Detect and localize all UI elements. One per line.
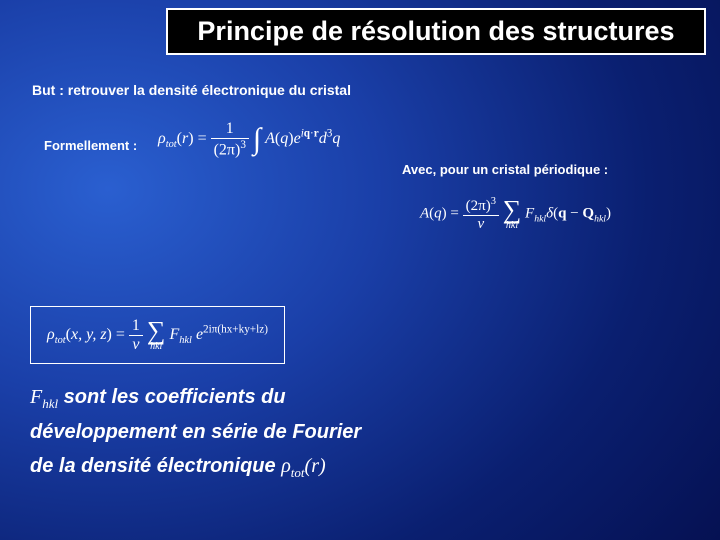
sigma: ∑ [503, 198, 522, 221]
e3: e [196, 326, 203, 343]
fourier-line1: sont les coefficients du [58, 386, 285, 408]
F2-sub: hkl [534, 213, 546, 224]
minus: − [566, 205, 582, 221]
fourier-text: Fhkl sont les coefficients du développem… [30, 380, 440, 484]
A2-arg: q [434, 205, 442, 221]
sigma3: ∑ [147, 319, 166, 342]
integral: ∫ [253, 122, 261, 155]
equation-rho-integral: ρtot(r) = 1 (2π)3 ∫ A(q)eiq·rd3q [158, 120, 340, 159]
goal-text: But : retrouver la densité électronique … [32, 82, 351, 98]
Q-sub: hkl [594, 213, 606, 224]
slide-title: Principe de résolution des structures [197, 16, 674, 46]
fourier-line3a: de la densité électronique [30, 455, 281, 477]
d-var: q [332, 130, 340, 147]
delta: δ [546, 205, 553, 221]
fourier-line2: développement en série de Fourier [30, 421, 361, 443]
A-arg: q [280, 130, 288, 147]
rho4-sub: tot [291, 465, 305, 480]
exp3: 2iπ(hx+ky+lz) [203, 323, 268, 335]
rho-symbol: ρ [158, 130, 166, 147]
frac2-num: (2π)3 [463, 196, 499, 216]
rho-arg: r [182, 130, 188, 147]
frac-num: 1 [211, 120, 249, 139]
rho3-sub: tot [55, 335, 66, 346]
rho4-arg: r [311, 455, 319, 477]
F3: F [169, 326, 179, 343]
rho-sub: tot [166, 139, 177, 150]
F4: F [30, 386, 42, 408]
fraction: 1 (2π)3 [211, 120, 249, 159]
rho3: ρ [47, 326, 55, 343]
rho3-args: x, y, z [71, 326, 107, 343]
exp-e: e [294, 130, 301, 147]
sum2: ∑ hkl [503, 198, 522, 230]
fraction2: (2π)3 v [463, 196, 499, 232]
Q: Q [582, 205, 594, 221]
slide-title-box: Principe de résolution des structures [166, 8, 706, 55]
F2: F [525, 205, 534, 221]
formally-label: Formellement : [44, 138, 137, 153]
with-label: Avec, pour un cristal périodique : [402, 162, 608, 177]
equation-Aq: A(q) = (2π)3 v ∑ hkl Fhklδ(q − Qhkl) [420, 196, 611, 232]
d: d [319, 130, 327, 147]
frac3-num: 1 [129, 317, 143, 336]
frac2-den: v [463, 216, 499, 233]
F4-sub: hkl [42, 396, 58, 411]
F3-sub: hkl [179, 335, 192, 346]
frac-den: (2π)3 [211, 139, 249, 159]
sum3: ∑ hkl [147, 319, 166, 351]
frac3-den: v [129, 336, 143, 354]
fraction3: 1 v [129, 317, 143, 353]
equation-rho-sum-box: ρtot(x, y, z) = 1 v ∑ hkl Fhkl e2iπ(hx+k… [30, 306, 285, 364]
rho4: ρ [281, 455, 291, 477]
A: A [265, 130, 275, 147]
A2: A [420, 205, 429, 221]
exponent: iq·r [301, 128, 319, 140]
